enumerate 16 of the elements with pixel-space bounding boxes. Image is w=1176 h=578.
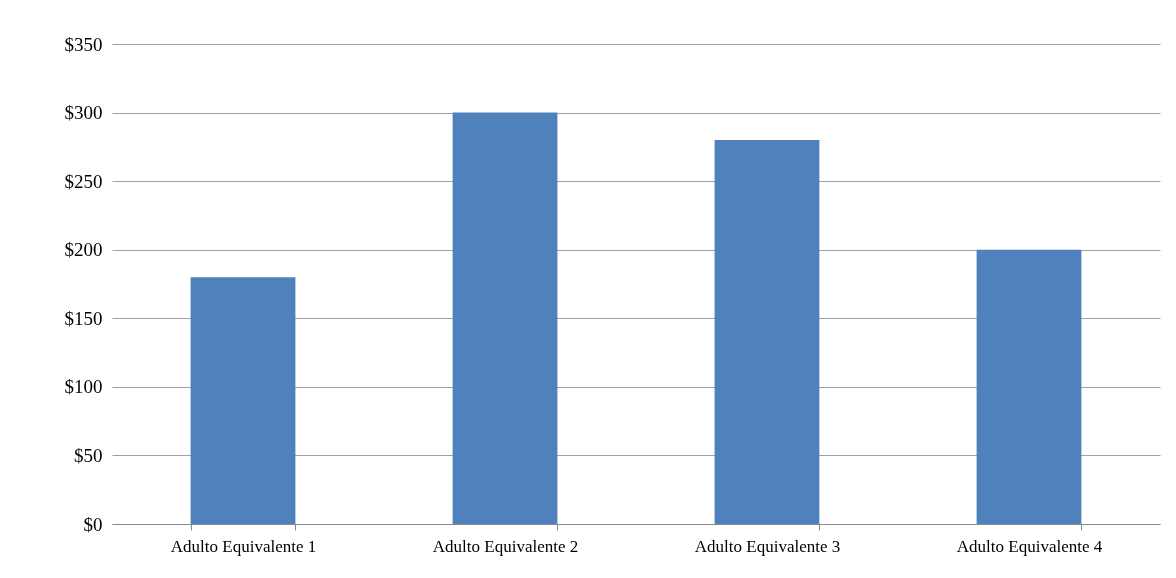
y-tick-label: $0 [83, 513, 103, 535]
y-tick-label: $100 [64, 376, 103, 398]
y-tick-label: $50 [74, 444, 103, 466]
y-tick-label: $150 [64, 307, 103, 329]
y-tick-label: $300 [64, 102, 103, 124]
x-tick-label: Adulto Equivalente 1 [170, 536, 317, 556]
y-tick-label: $200 [64, 239, 103, 261]
y-tick-label: $350 [64, 33, 103, 55]
bar [714, 140, 820, 524]
bar [452, 112, 558, 524]
bar [976, 249, 1082, 524]
y-tick-label: $250 [64, 170, 103, 192]
bar [190, 277, 296, 524]
x-tick-label: Adulto Equivalente 3 [694, 536, 841, 556]
x-tick-label: Adulto Equivalente 2 [432, 536, 579, 556]
x-tick-label: Adulto Equivalente 4 [956, 536, 1103, 556]
